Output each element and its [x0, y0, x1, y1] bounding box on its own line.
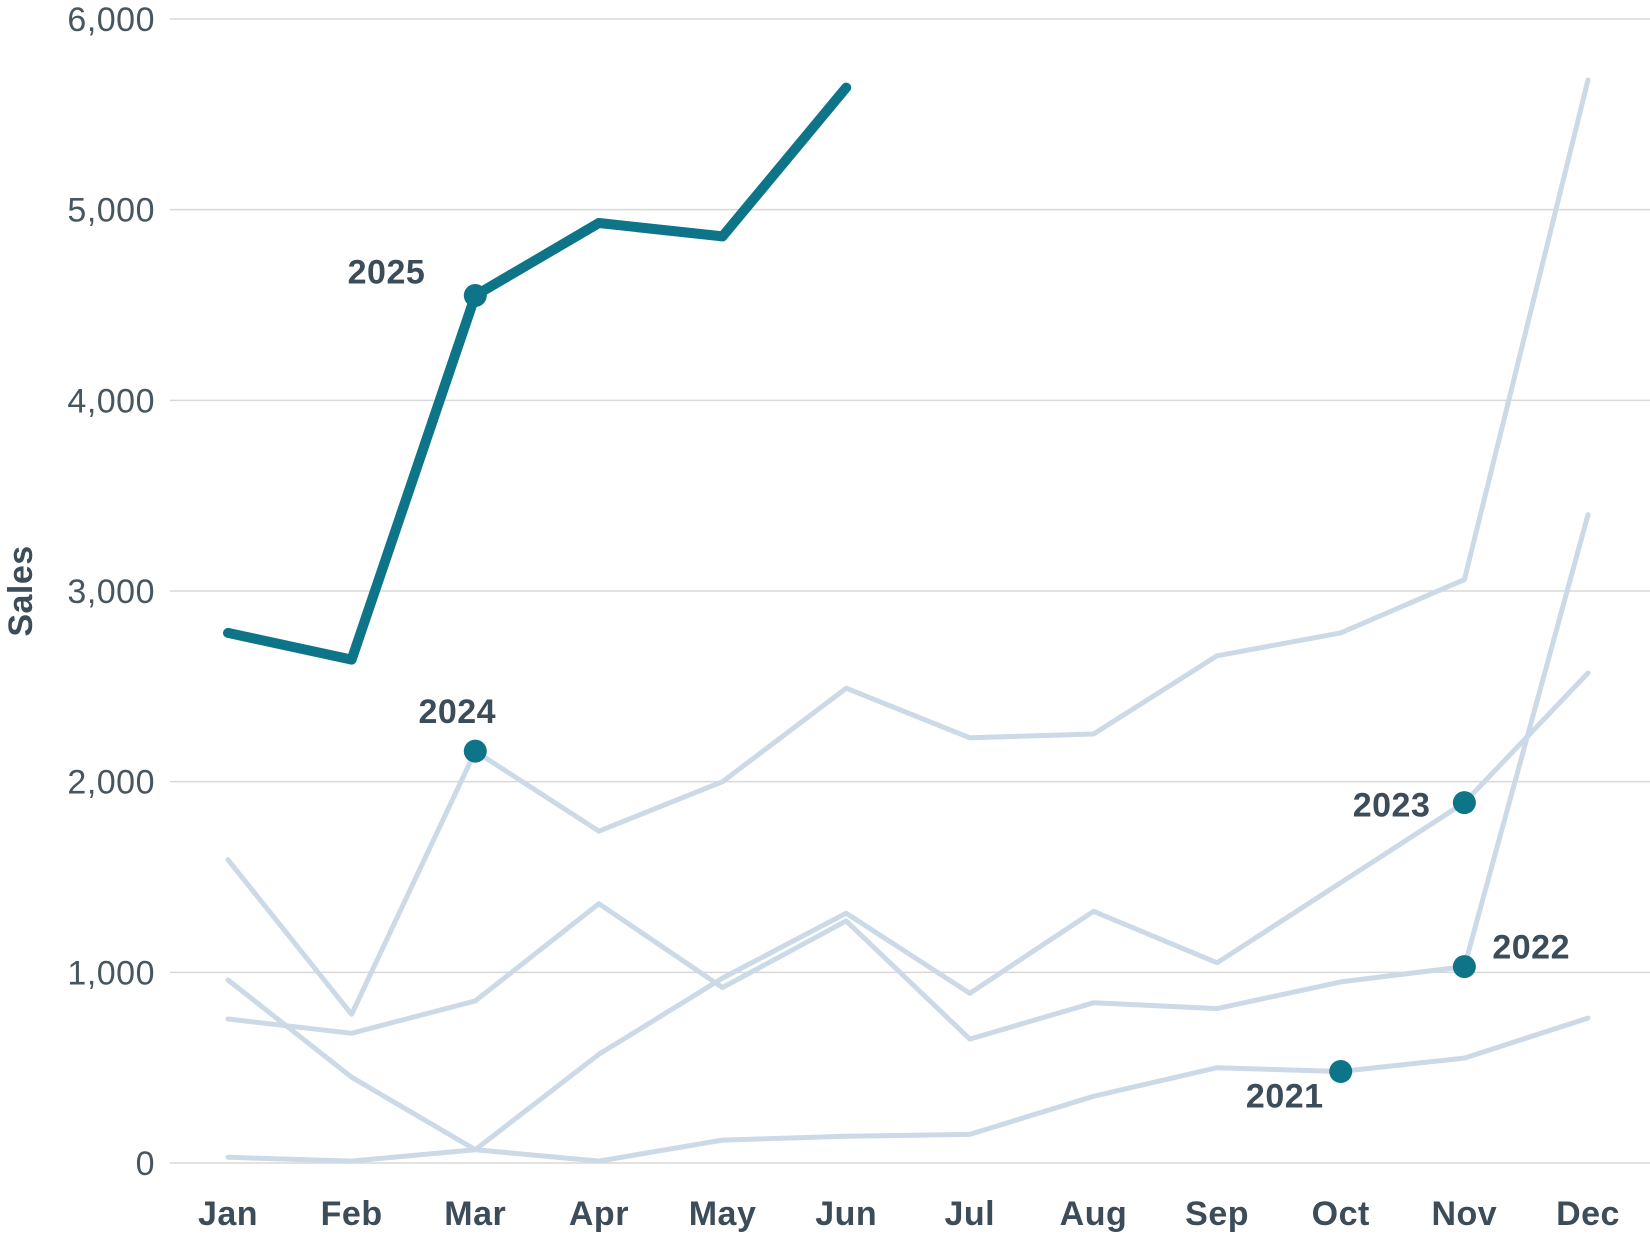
- series-label-2025: 2025: [348, 253, 426, 291]
- y-tick-label: 5,000: [67, 192, 155, 230]
- series-marker-2022: [1452, 955, 1476, 979]
- x-tick-label-oct: Oct: [1312, 1195, 1370, 1233]
- y-tick-label: 0: [136, 1145, 155, 1183]
- y-tick-label: 2,000: [67, 764, 155, 802]
- x-tick-label-jun: Jun: [815, 1195, 877, 1233]
- series-marker-2024: [463, 739, 487, 763]
- x-tick-label-dec: Dec: [1556, 1195, 1620, 1233]
- series-line-2025: [223, 82, 852, 665]
- y-tick-label: 6,000: [67, 1, 155, 39]
- series-line-2024: [225, 77, 1591, 1017]
- x-tick-label-mar: Mar: [444, 1195, 506, 1233]
- x-tick-label-may: May: [689, 1195, 757, 1233]
- y-tick-label: 3,000: [67, 573, 155, 611]
- series-marker-2025: [463, 283, 487, 307]
- series-label-2022: 2022: [1492, 929, 1570, 967]
- x-tick-label-nov: Nov: [1431, 1195, 1497, 1233]
- series-marker-2023: [1452, 791, 1476, 815]
- series-line-2021: [225, 1015, 1591, 1164]
- series-label-2024: 2024: [418, 693, 496, 731]
- x-tick-label-jan: Jan: [198, 1195, 258, 1233]
- series-label-2023: 2023: [1353, 787, 1431, 825]
- y-axis-title: Sales: [2, 545, 40, 636]
- x-tick-label-apr: Apr: [569, 1195, 629, 1233]
- series-marker-2021: [1329, 1059, 1353, 1083]
- series-line-2023: [225, 670, 1591, 1153]
- x-tick-label-jul: Jul: [945, 1195, 996, 1233]
- series-line-2022: [225, 512, 1591, 1042]
- x-tick-label-feb: Feb: [321, 1195, 383, 1233]
- series-label-2021: 2021: [1246, 1077, 1324, 1115]
- y-tick-label: 1,000: [67, 954, 155, 992]
- x-tick-label-sep: Sep: [1185, 1195, 1249, 1233]
- x-tick-label-aug: Aug: [1060, 1195, 1128, 1233]
- y-tick-label: 4,000: [67, 382, 155, 420]
